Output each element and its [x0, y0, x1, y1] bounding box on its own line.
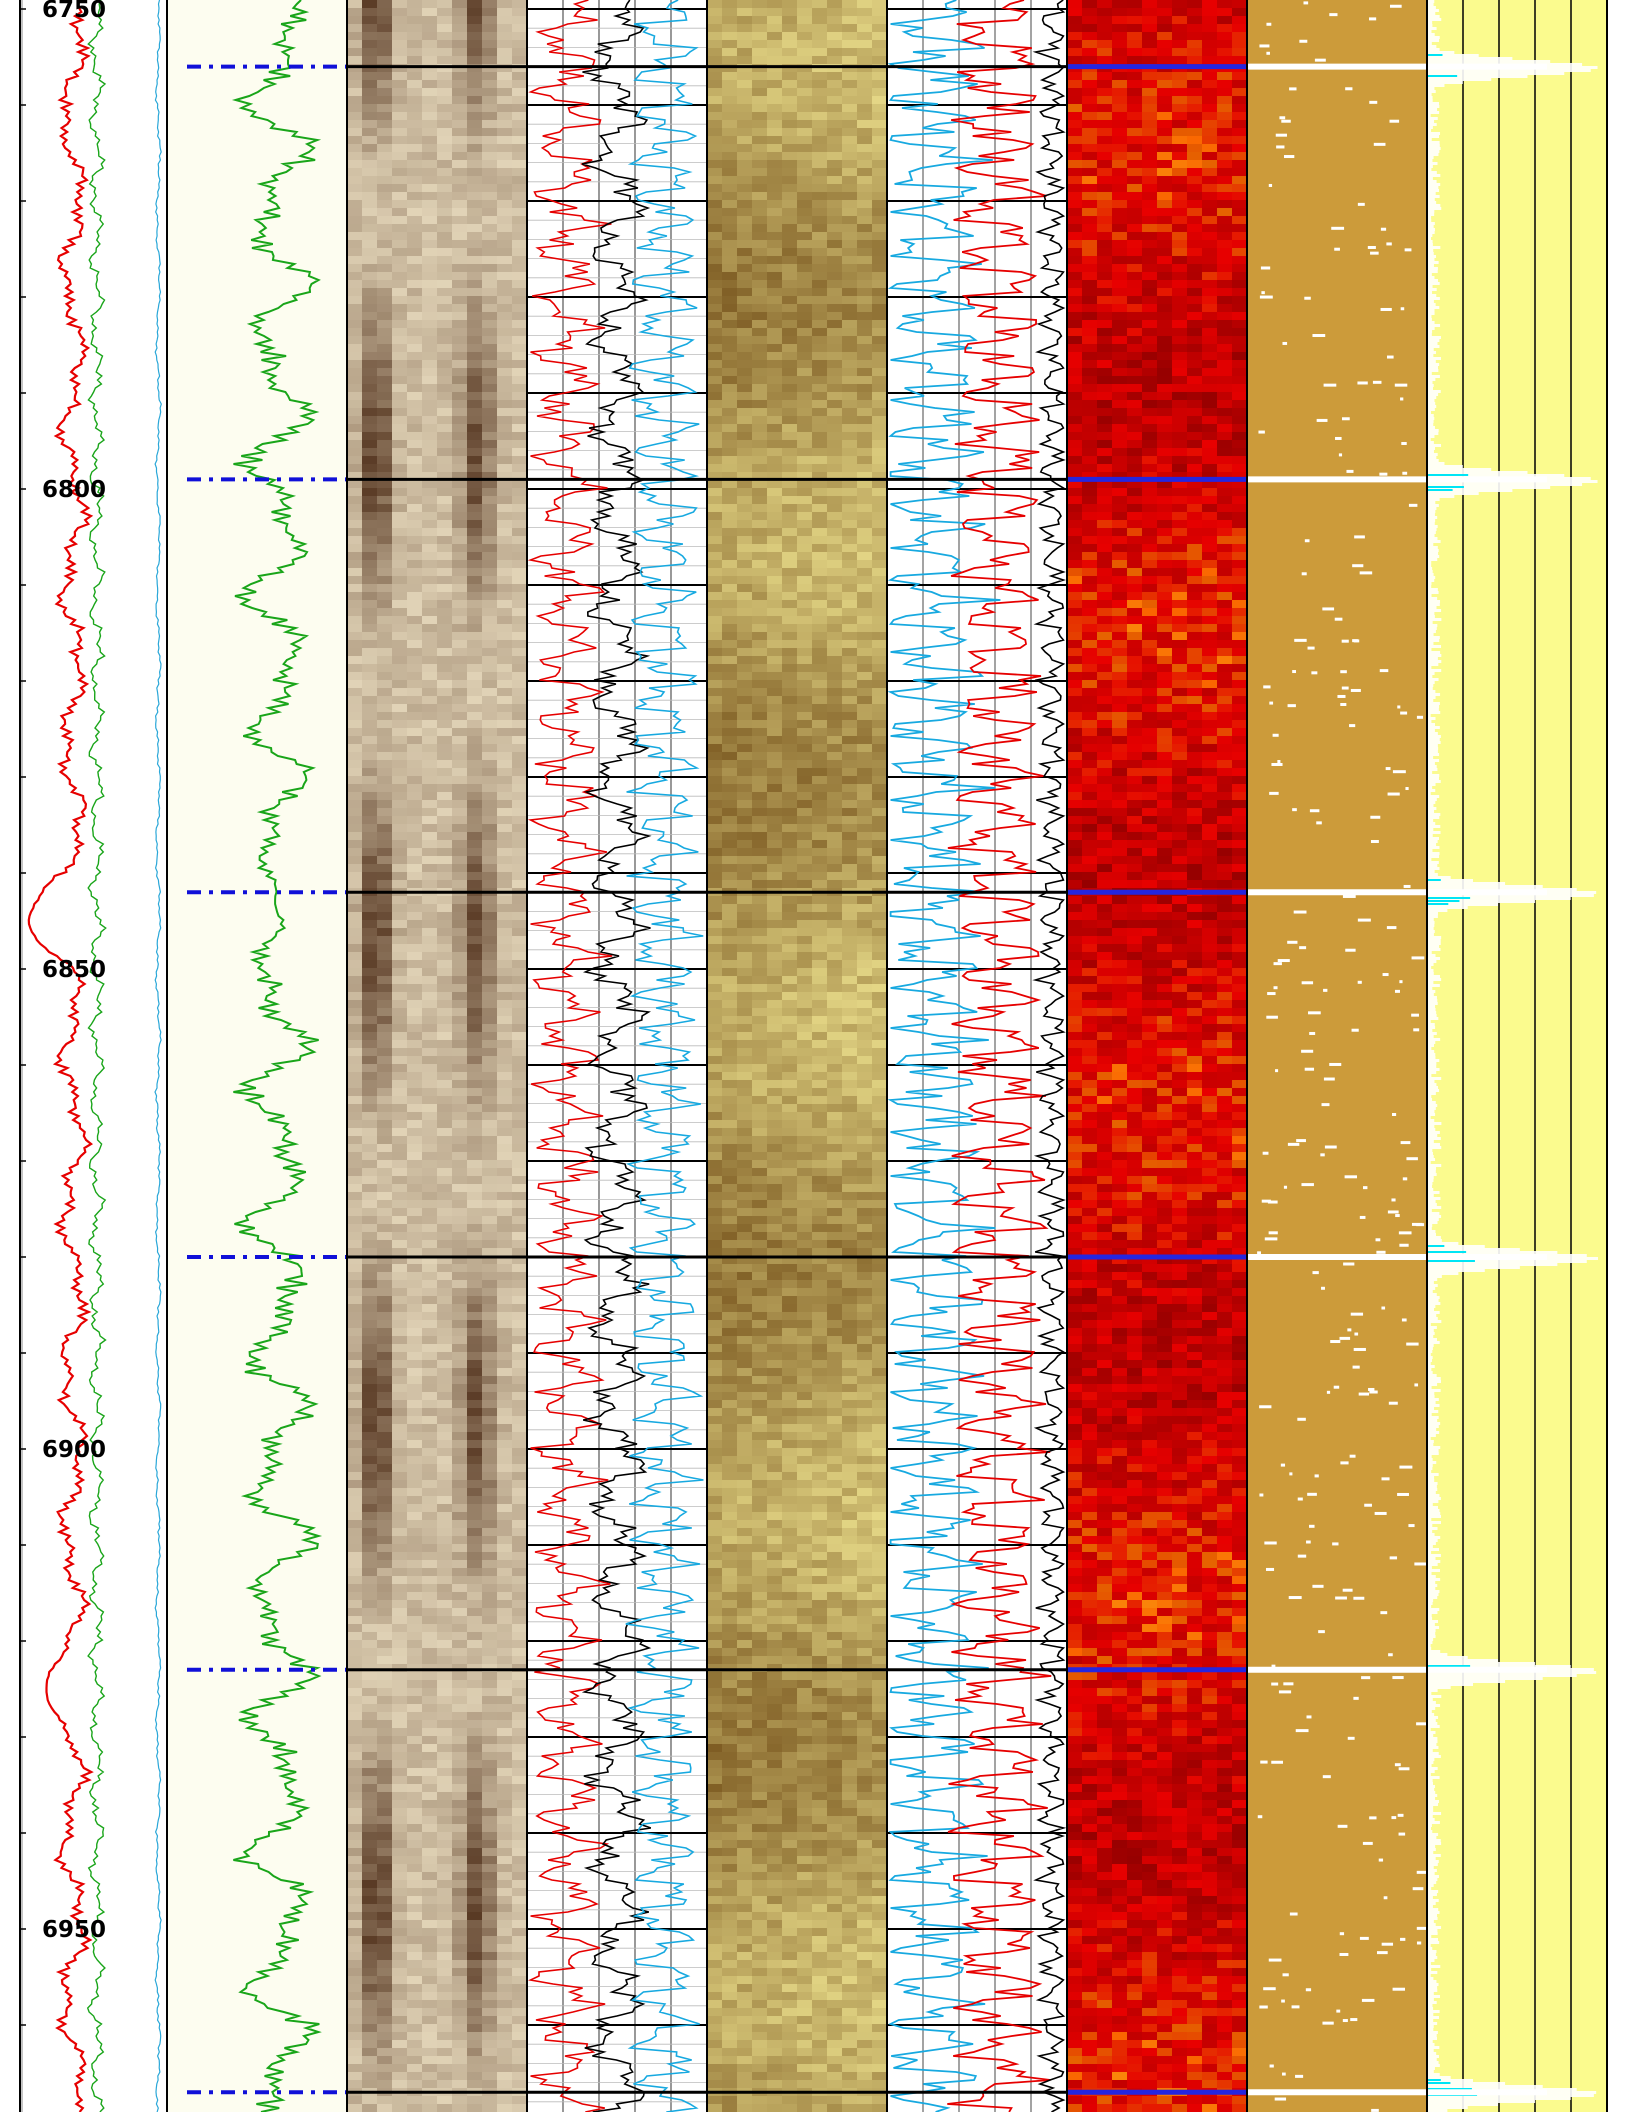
track-1-blue-curve [154, 0, 162, 2112]
track-9-spikes [1427, 0, 1598, 2112]
track-backgrounds [167, 0, 1607, 2112]
depth-axis: 6750 6800 6850 6900 6950 [42, 0, 106, 1943]
track-9-background [1427, 0, 1607, 2112]
image-tracks [347, 0, 1430, 2112]
track-6-red-curve [947, 0, 1052, 2112]
image-track-5 [707, 0, 888, 2112]
track-2-background [167, 0, 347, 2112]
track-grids [527, 0, 1572, 2112]
track-4-red-curve [527, 0, 613, 2112]
depth-label-6800: 6800 [42, 477, 106, 503]
image-track-3 [347, 0, 528, 2112]
depth-label-6900: 6900 [42, 1437, 106, 1463]
depth-label-6950: 6950 [42, 1917, 106, 1943]
track-6-cyan-curve [887, 0, 1001, 2112]
depth-label-6850: 6850 [42, 957, 106, 983]
track-2-green-curve [231, 0, 323, 2112]
track-4-black-curve [581, 0, 652, 2112]
track-8-specks [1257, 1, 1430, 2112]
track-4-cyan-curve [625, 0, 704, 2112]
track-9-gridlines [1462, 0, 1572, 2112]
track-8-fill [1247, 0, 1427, 2112]
track-borders [19, 0, 1608, 2112]
track-1-green-curve [86, 0, 107, 2112]
image-track-7 [1067, 0, 1248, 2112]
track-1-red-curve [27, 0, 94, 2112]
log-curves [27, 0, 1598, 2112]
depth-label-6750: 6750 [42, 0, 106, 23]
track-6-black-curve [1032, 0, 1067, 2112]
